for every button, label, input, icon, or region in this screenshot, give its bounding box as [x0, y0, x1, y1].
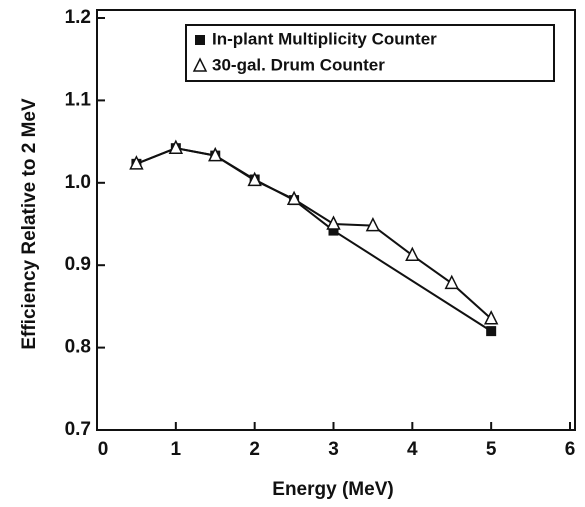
triangle-marker	[483, 310, 499, 325]
y-tick-label: 0.8	[65, 337, 91, 358]
x-tick-label: 3	[328, 439, 339, 460]
y-axis-label: Efficiency Relative to 2 MeV	[19, 98, 40, 350]
x-tick-label: 5	[486, 439, 497, 460]
triangle-marker	[444, 274, 459, 290]
y-tick-label: 0.9	[65, 254, 91, 275]
plot-frame	[96, 9, 576, 431]
triangle-marker	[129, 155, 144, 170]
legend-box	[185, 24, 555, 82]
legend-label: 30-gal. Drum Counter	[212, 55, 385, 74]
square-marker	[328, 225, 339, 236]
triangle-marker	[286, 190, 302, 206]
triangle-marker	[405, 246, 420, 262]
x-axis-label: Energy (MeV)	[272, 479, 393, 500]
legend-label: In-plant Multiplicity Counter	[212, 29, 437, 48]
triangle-marker	[168, 139, 184, 154]
series-line	[136, 147, 492, 320]
triangle-marker	[208, 146, 223, 162]
triangle-marker	[192, 57, 208, 72]
triangle-marker	[247, 171, 262, 187]
y-tick-label: 1.0	[65, 172, 91, 193]
square-marker	[486, 326, 497, 337]
triangle-marker	[326, 215, 341, 230]
y-tick-label: 1.1	[65, 89, 92, 110]
x-tick-label: 0	[98, 439, 109, 460]
x-tick-label: 2	[249, 439, 260, 460]
triangle-marker	[365, 216, 381, 232]
y-tick-label: 0.7	[65, 419, 91, 440]
series-line	[136, 147, 492, 332]
x-tick-label: 1	[171, 439, 182, 460]
y-tick-label: 1.2	[65, 7, 91, 28]
x-tick-label: 6	[565, 439, 576, 460]
x-tick-label: 4	[407, 439, 418, 460]
square-marker	[195, 35, 205, 45]
